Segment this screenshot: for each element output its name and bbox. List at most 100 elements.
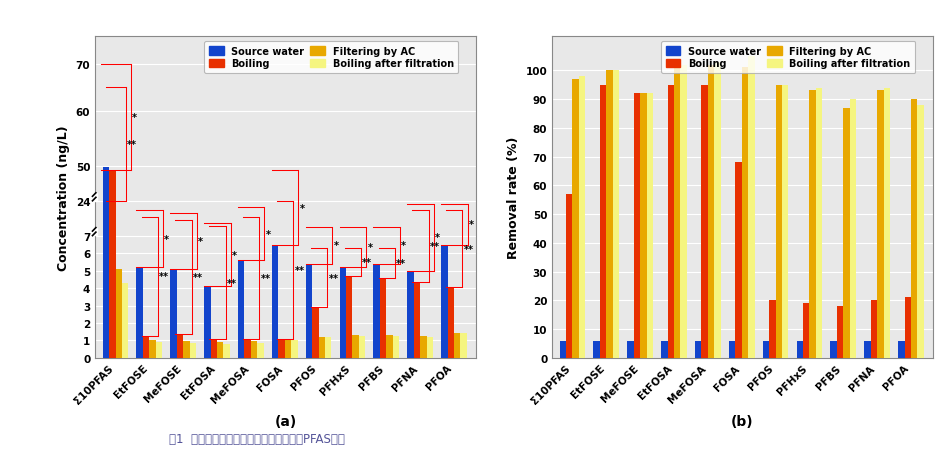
Text: *: *	[300, 203, 305, 213]
Bar	[729, 341, 735, 358]
Bar	[702, 85, 708, 358]
Bar	[613, 71, 619, 358]
Text: **: **	[430, 242, 440, 252]
Bar	[177, 335, 183, 358]
Bar	[352, 336, 359, 358]
Bar	[454, 333, 461, 358]
Bar	[291, 341, 298, 358]
Bar	[600, 85, 606, 358]
FancyBboxPatch shape	[91, 194, 97, 201]
Text: **: **	[127, 140, 137, 150]
FancyBboxPatch shape	[91, 228, 97, 236]
Bar	[393, 336, 399, 358]
Text: **: **	[464, 244, 474, 254]
Bar	[883, 88, 890, 358]
Bar	[634, 94, 640, 358]
Bar	[864, 341, 871, 358]
Bar	[245, 339, 251, 358]
Bar	[251, 341, 257, 358]
Bar	[420, 336, 426, 358]
Bar	[748, 57, 755, 358]
Bar	[579, 77, 585, 358]
Bar	[776, 85, 782, 358]
Bar	[640, 94, 646, 358]
Text: **: **	[261, 273, 270, 283]
Bar	[319, 337, 325, 358]
Bar	[877, 91, 883, 358]
Bar	[373, 264, 380, 358]
Text: *: *	[333, 241, 339, 251]
Bar	[136, 268, 143, 358]
Y-axis label: Concentration (ng/L): Concentration (ng/L)	[57, 125, 70, 270]
Bar	[918, 106, 923, 358]
Bar	[830, 341, 837, 358]
Text: *: *	[165, 234, 169, 244]
Bar	[306, 264, 312, 358]
Bar	[572, 80, 579, 358]
Bar	[210, 339, 217, 358]
Bar	[257, 343, 264, 358]
Text: *: *	[401, 241, 407, 251]
Bar	[414, 282, 420, 358]
Bar	[803, 303, 809, 358]
Bar	[441, 245, 447, 358]
Bar	[143, 336, 149, 358]
Bar	[183, 341, 189, 358]
X-axis label: (a): (a)	[274, 414, 297, 428]
Bar	[156, 342, 162, 358]
Text: *: *	[435, 233, 440, 243]
Bar	[461, 334, 466, 358]
Text: *: *	[469, 220, 474, 230]
Bar	[646, 94, 653, 358]
Bar	[782, 85, 788, 358]
Text: **: **	[159, 272, 169, 282]
Text: *: *	[232, 250, 237, 260]
Y-axis label: Removal rate (%): Removal rate (%)	[507, 136, 520, 258]
Bar	[278, 339, 285, 358]
Bar	[103, 168, 109, 358]
Bar	[667, 85, 674, 358]
Bar	[695, 341, 702, 358]
Bar	[407, 271, 414, 358]
Bar	[809, 91, 816, 358]
Bar	[312, 308, 319, 358]
Bar	[566, 195, 572, 358]
Bar	[593, 341, 600, 358]
Bar	[115, 269, 122, 358]
Text: **: **	[227, 278, 237, 288]
Bar	[359, 336, 366, 358]
Bar	[898, 341, 904, 358]
Bar	[224, 344, 230, 358]
Text: *: *	[367, 243, 372, 252]
Bar	[742, 68, 748, 358]
Bar	[325, 337, 331, 358]
Bar	[735, 163, 742, 358]
Bar	[816, 88, 823, 358]
Text: **: **	[328, 273, 338, 283]
Bar	[340, 268, 346, 358]
Text: *: *	[132, 113, 137, 123]
Bar	[217, 342, 224, 358]
Bar	[109, 171, 115, 358]
Bar	[272, 245, 278, 358]
Bar	[769, 301, 776, 358]
Text: **: **	[363, 257, 372, 268]
Bar	[380, 278, 387, 358]
Bar	[681, 66, 687, 358]
Bar	[850, 100, 856, 358]
Text: **: **	[396, 258, 407, 269]
Bar	[170, 269, 177, 358]
Bar	[714, 62, 721, 358]
Bar	[708, 66, 714, 358]
Bar	[204, 287, 210, 358]
Bar	[763, 341, 769, 358]
Bar	[122, 283, 129, 358]
Bar	[904, 298, 911, 358]
Bar	[238, 261, 245, 358]
Bar	[674, 68, 681, 358]
Text: *: *	[266, 230, 270, 239]
Bar	[426, 337, 433, 358]
Text: **: **	[294, 265, 305, 275]
Bar	[797, 341, 803, 358]
Bar	[149, 341, 156, 358]
